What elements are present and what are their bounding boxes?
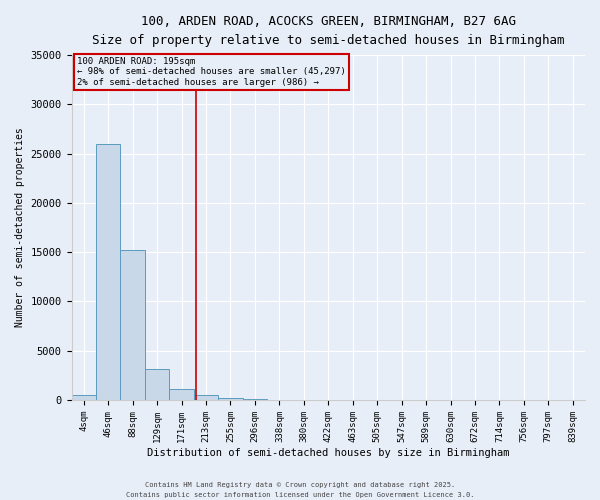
Text: Contains public sector information licensed under the Open Government Licence 3.: Contains public sector information licen… [126, 492, 474, 498]
Bar [218, 398, 242, 400]
Bar [96, 144, 121, 400]
X-axis label: Distribution of semi-detached houses by size in Birmingham: Distribution of semi-detached houses by … [147, 448, 509, 458]
Title: 100, ARDEN ROAD, ACOCKS GREEN, BIRMINGHAM, B27 6AG
Size of property relative to : 100, ARDEN ROAD, ACOCKS GREEN, BIRMINGHA… [92, 15, 565, 47]
Bar [71, 395, 96, 400]
Y-axis label: Number of semi-detached properties: Number of semi-detached properties [15, 128, 25, 328]
Bar [242, 399, 267, 400]
Bar [194, 395, 218, 400]
Bar [145, 370, 169, 400]
Bar [169, 389, 194, 400]
Text: 100 ARDEN ROAD: 195sqm
← 98% of semi-detached houses are smaller (45,297)
2% of : 100 ARDEN ROAD: 195sqm ← 98% of semi-det… [77, 57, 346, 86]
Bar [121, 250, 145, 400]
Text: Contains HM Land Registry data © Crown copyright and database right 2025.: Contains HM Land Registry data © Crown c… [145, 482, 455, 488]
